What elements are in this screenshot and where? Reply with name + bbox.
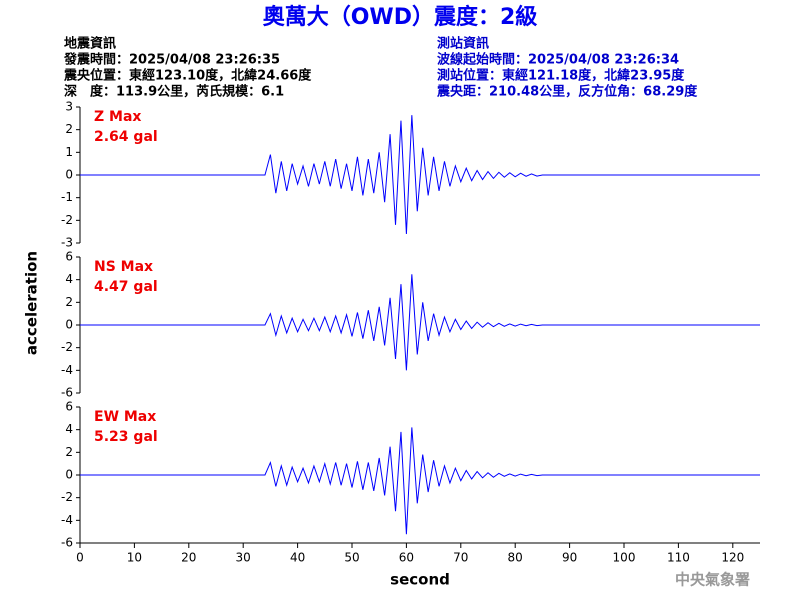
station-info: 測站資訊 xyxy=(437,36,489,52)
y-tick-label: 1 xyxy=(65,145,73,159)
event-info: 地震資訊 xyxy=(64,36,116,52)
chart-title: 奧萬大（OWD）震度：2級 xyxy=(263,4,538,30)
y-tick-label: -4 xyxy=(61,513,73,527)
y-tick-label: 4 xyxy=(65,272,73,286)
waveform xyxy=(80,427,760,535)
max-label: 5.23 gal xyxy=(94,429,158,445)
event-info: 深 度：113.9公里，芮氏規模：6.1 xyxy=(64,84,284,100)
x-tick-label: 80 xyxy=(508,551,523,565)
watermark: 中央氣象署 xyxy=(675,571,750,589)
y-tick-label: 0 xyxy=(65,168,73,182)
event-info: 發震時間：2025/04/08 23:26:35 xyxy=(63,52,280,68)
y-tick-label: 2 xyxy=(65,122,73,136)
x-tick-label: 120 xyxy=(721,551,744,565)
waveform xyxy=(80,115,760,234)
y-tick-label: -2 xyxy=(61,340,73,354)
station-info: 震央距：210.48公里，反方位角：68.29度 xyxy=(436,84,698,100)
y-tick-label: 6 xyxy=(65,250,73,264)
x-tick-label: 50 xyxy=(344,551,359,565)
y-tick-label: 0 xyxy=(65,318,73,332)
x-tick-label: 70 xyxy=(453,551,468,565)
y-tick-label: -6 xyxy=(61,386,73,400)
x-axis-label: second xyxy=(390,571,450,589)
x-tick-label: 90 xyxy=(562,551,577,565)
waveform xyxy=(80,274,760,371)
y-tick-label: 3 xyxy=(65,100,73,114)
y-tick-label: -4 xyxy=(61,363,73,377)
y-tick-label: 2 xyxy=(65,445,73,459)
event-info: 震央位置：東經123.10度，北緯24.66度 xyxy=(63,68,312,84)
x-tick-label: 40 xyxy=(290,551,305,565)
component-label: Z Max xyxy=(94,109,141,125)
x-tick-label: 20 xyxy=(181,551,196,565)
x-tick-label: 100 xyxy=(613,551,636,565)
y-tick-label: 2 xyxy=(65,295,73,309)
y-tick-label: -2 xyxy=(61,213,73,227)
y-tick-label: -3 xyxy=(61,236,73,250)
x-tick-label: 110 xyxy=(667,551,690,565)
component-label: EW Max xyxy=(94,409,156,425)
x-tick-label: 30 xyxy=(236,551,251,565)
y-tick-label: 4 xyxy=(65,422,73,436)
y-tick-label: -1 xyxy=(61,190,73,204)
station-info: 測站位置：東經121.18度，北緯23.95度 xyxy=(437,68,685,84)
y-tick-label: 6 xyxy=(65,400,73,414)
x-tick-label: 10 xyxy=(127,551,142,565)
x-tick-label: 0 xyxy=(76,551,84,565)
y-tick-label: 0 xyxy=(65,468,73,482)
y-axis-label: acceleration xyxy=(23,251,41,355)
component-label: NS Max xyxy=(94,259,153,275)
x-tick-label: 60 xyxy=(399,551,414,565)
y-tick-label: -2 xyxy=(61,490,73,504)
max-label: 4.47 gal xyxy=(94,279,158,295)
y-tick-label: -6 xyxy=(61,536,73,550)
station-info: 波線起始時間：2025/04/08 23:26:34 xyxy=(437,52,679,68)
max-label: 2.64 gal xyxy=(94,129,158,145)
